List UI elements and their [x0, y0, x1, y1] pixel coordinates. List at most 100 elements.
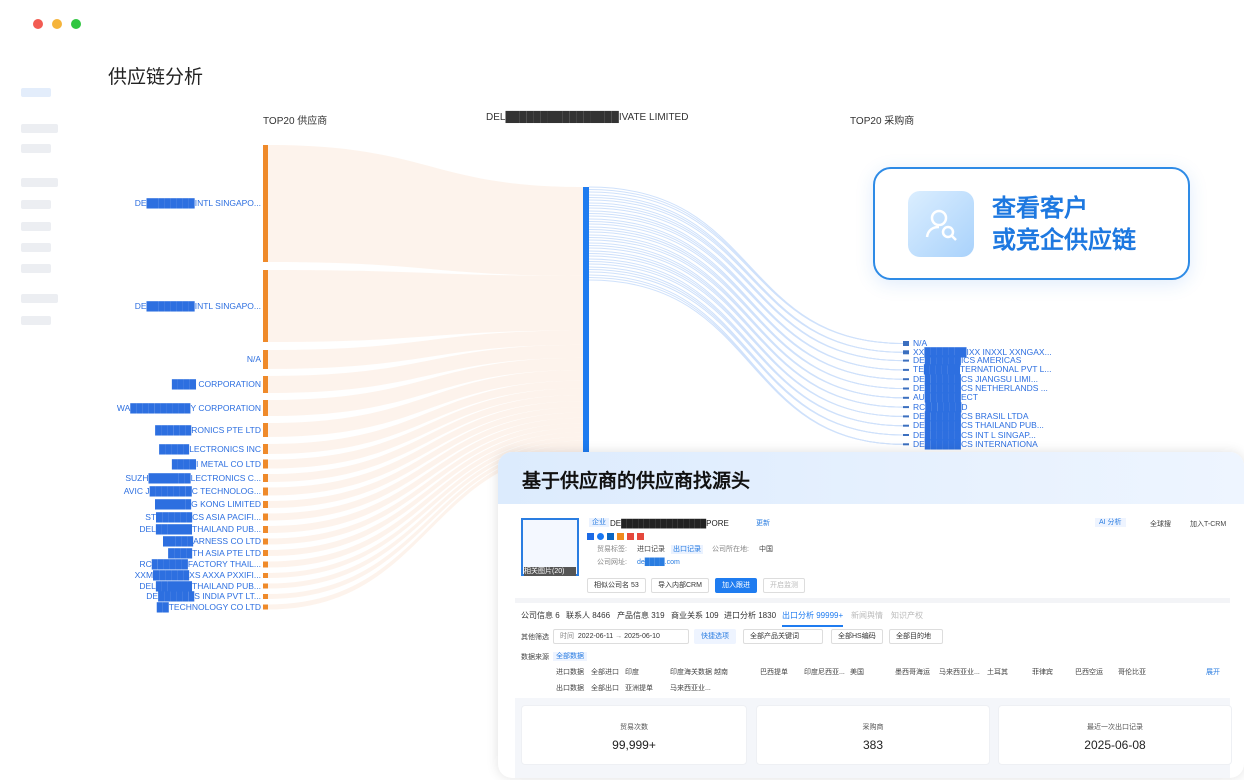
supplier-label[interactable]: N/A	[246, 354, 261, 364]
sidebar-item[interactable]	[21, 88, 51, 97]
supplier-node[interactable]	[263, 459, 268, 469]
supplier-label[interactable]: DE██████S INDIA PVT LT...	[146, 591, 261, 601]
source-option[interactable]: 全部出口	[591, 685, 619, 692]
buyer-node[interactable]	[903, 396, 909, 399]
supplier-label[interactable]: ST██████CS ASIA PACIFI...	[145, 511, 261, 522]
supplier-node[interactable]	[263, 583, 268, 589]
supplier-label[interactable]: AVIC J███████C TECHNOLOG...	[123, 486, 261, 496]
supplier-node[interactable]	[263, 400, 268, 416]
source-option[interactable]: 亚洲提单	[625, 685, 653, 692]
supplier-label[interactable]: WA██████████Y CORPORATION	[116, 402, 261, 413]
buyer-label[interactable]: DE██████ICS AMERICAS	[913, 355, 1022, 366]
supplier-label[interactable]: XXM██████XS AXXA PXXIFI...	[134, 570, 261, 580]
buyer-node[interactable]	[903, 424, 909, 427]
supplier-label[interactable]: RC██████FACTORY THAIL...	[139, 559, 261, 569]
close-window-button[interactable]	[33, 19, 43, 29]
buyer-node[interactable]	[903, 406, 909, 409]
source-option[interactable]: 印度尼西亚...	[804, 669, 845, 676]
sidebar-item[interactable]	[21, 124, 58, 133]
supplier-label[interactable]: DE████████INTL SINGAPO...	[134, 198, 261, 208]
buyer-node[interactable]	[903, 341, 909, 346]
supplier-node[interactable]	[263, 270, 268, 342]
sidebar-item[interactable]	[21, 178, 58, 187]
maximize-window-button[interactable]	[71, 19, 81, 29]
company-node[interactable]	[583, 187, 589, 452]
source-option[interactable]: 菲律宾	[1032, 669, 1053, 676]
sidebar-item[interactable]	[21, 222, 51, 231]
export-tag[interactable]: 出口记录	[671, 545, 703, 554]
sidebar-item[interactable]	[21, 316, 51, 325]
buyer-node[interactable]	[903, 434, 909, 436]
buyer-label[interactable]: TE██████TERNATIONAL PVT L...	[913, 364, 1052, 375]
refresh-button[interactable]: 更新	[756, 520, 770, 527]
buyer-label[interactable]: DE██████CS INTERNATIONA	[913, 438, 1038, 449]
tab-4[interactable]: 进口分析 1830	[724, 611, 777, 620]
supplier-node[interactable]	[263, 423, 268, 437]
supplier-node[interactable]	[263, 561, 268, 568]
product-keyword-select[interactable]: 全部产品关键词	[743, 629, 823, 644]
tab-3[interactable]: 商业关系 109	[671, 611, 719, 620]
supplier-node[interactable]	[263, 350, 268, 369]
source-option[interactable]: 马来西亚业...	[670, 685, 711, 692]
supplier-node[interactable]	[263, 594, 268, 599]
supplier-label[interactable]: ██TECHNOLOGY CO LTD	[156, 601, 261, 612]
supplier-node[interactable]	[263, 376, 268, 393]
supplier-node[interactable]	[263, 513, 268, 521]
supplier-node[interactable]	[263, 526, 268, 533]
import-crm-button[interactable]: 导入内部CRM	[651, 578, 709, 593]
monitor-button[interactable]: 开启监测	[763, 578, 805, 593]
phone-icon[interactable]	[617, 533, 624, 540]
supplier-node[interactable]	[263, 573, 268, 578]
buyer-label[interactable]: XX███████IXX INXXL XXNGAX...	[913, 346, 1052, 357]
sidebar-item[interactable]	[21, 200, 51, 209]
source-option[interactable]: 美国	[850, 669, 864, 676]
supplier-label[interactable]: SUZH███████LECTRONICS C...	[125, 472, 261, 483]
supplier-label[interactable]: ████TH ASIA PTE LTD	[168, 547, 261, 558]
website-link[interactable]: de████.com	[637, 559, 680, 566]
buyer-node[interactable]	[903, 368, 909, 371]
supplier-node[interactable]	[263, 444, 268, 454]
sidebar-item[interactable]	[21, 144, 51, 153]
tab-0[interactable]: 公司信息 6	[521, 611, 560, 620]
similar-companies-button[interactable]: 相似公司名 53	[587, 578, 646, 593]
follow-button[interactable]: 加入跟进	[715, 578, 757, 593]
buyer-label[interactable]: DE██████CS JIANGSU LIMI...	[913, 373, 1038, 384]
buyer-node[interactable]	[903, 443, 909, 446]
buyer-node[interactable]	[903, 387, 909, 390]
linkedin-icon[interactable]	[607, 533, 614, 540]
expand-button[interactable]: 展开	[1206, 669, 1220, 676]
supplier-node[interactable]	[263, 145, 268, 262]
tab-5[interactable]: 出口分析 99999+	[782, 610, 844, 627]
buyer-label[interactable]: DE██████CS BRASIL LTDA	[913, 410, 1029, 421]
buyer-node[interactable]	[903, 378, 909, 381]
hs-code-input[interactable]: 全部HS编码	[831, 629, 883, 644]
supplier-label[interactable]: █████LECTRONICS INC	[159, 443, 261, 454]
source-option[interactable]: 巴西空运	[1075, 669, 1103, 676]
source-option[interactable]: 全部进口	[591, 669, 619, 676]
source-option[interactable]: 印度	[625, 669, 639, 676]
supplier-node[interactable]	[263, 550, 268, 556]
buyer-node[interactable]	[903, 359, 909, 362]
source-option[interactable]: 印度海关数据	[670, 669, 712, 676]
tab-1[interactable]: 联系人 8466	[566, 611, 611, 620]
sidebar-item[interactable]	[21, 294, 58, 303]
ai-analysis-button[interactable]: AI 分析	[1095, 518, 1126, 527]
add-tcrm-button[interactable]: 加入T-CRM	[1190, 521, 1227, 528]
supplier-node[interactable]	[263, 604, 268, 610]
buyer-label[interactable]: AU██████ECT	[913, 392, 978, 403]
facebook-icon[interactable]	[597, 533, 604, 540]
tab-2[interactable]: 产品信息 319	[617, 611, 665, 620]
destination-select[interactable]: 全部目的地	[889, 629, 943, 644]
supplier-label[interactable]: ████ CORPORATION	[171, 379, 261, 389]
global-search-button[interactable]: 全球搜	[1150, 521, 1171, 528]
buyer-node[interactable]	[903, 350, 909, 355]
import-tag[interactable]: 进口记录	[637, 546, 665, 553]
callout-view-supply-chain[interactable]: 查看客户 或竞企供应链	[873, 167, 1190, 280]
quick-options-button[interactable]: 快捷选项	[694, 629, 736, 644]
source-option[interactable]: 土耳其	[987, 669, 1008, 676]
supplier-label[interactable]: DE████████INTL SINGAPO...	[134, 300, 261, 311]
source-all-tag[interactable]: 全部数据	[553, 652, 587, 661]
buyer-label[interactable]: RC██████D	[913, 401, 968, 412]
supplier-label[interactable]: █████ARNESS CO LTD	[163, 536, 261, 546]
supplier-label[interactable]: DEL██████THAILAND PUB...	[139, 524, 261, 534]
